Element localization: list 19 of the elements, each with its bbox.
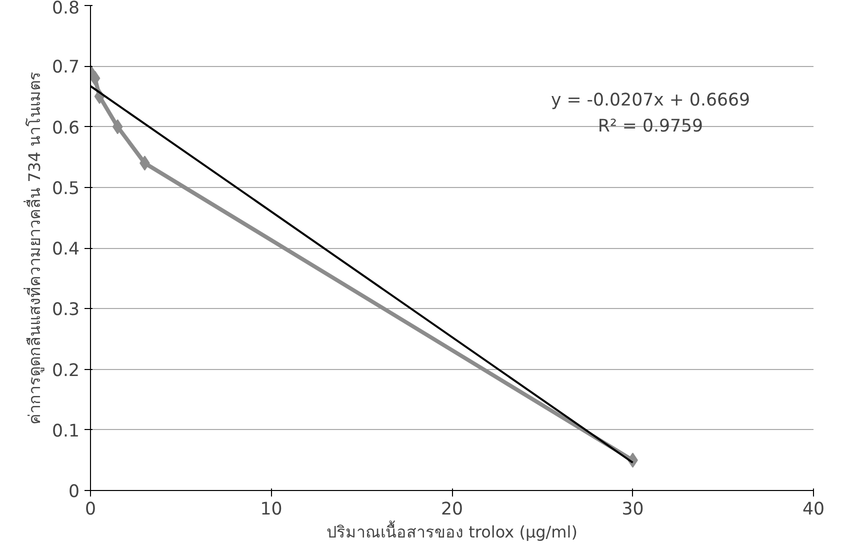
x-axis-title: ปริมาณเนื้อสารของ trolox (µg/ml) xyxy=(326,520,578,542)
y-tick-label: 0.8 xyxy=(52,0,80,18)
annotation: y = -0.0207x + 0.6669 xyxy=(550,90,750,110)
y-tick-label: 0.1 xyxy=(52,421,80,442)
y-tick-label: 0.2 xyxy=(52,360,80,381)
x-tick-label: 0 xyxy=(84,500,96,520)
x-tick-label: 10 xyxy=(260,500,282,520)
point xyxy=(112,119,123,134)
x-tick-label: 20 xyxy=(440,500,464,520)
y-axis-title: ค่าการดูดกลืนแสงที่ความยาวคลื่น 734 นาโนเมตร xyxy=(22,72,45,424)
x-tick-label: 30 xyxy=(622,500,644,520)
y-tick-label: 0 xyxy=(68,482,80,502)
annotation: R² = 0.9759 xyxy=(598,116,704,136)
x-tick-label: 40 xyxy=(802,500,825,520)
y-tick-label: 0.4 xyxy=(52,240,80,260)
y-tick-label: 0.6 xyxy=(52,118,80,138)
y-tick-label: 0.5 xyxy=(52,178,80,199)
y-tick-label: 0.7 xyxy=(52,58,80,78)
y-tick-label: 0.3 xyxy=(52,300,80,320)
